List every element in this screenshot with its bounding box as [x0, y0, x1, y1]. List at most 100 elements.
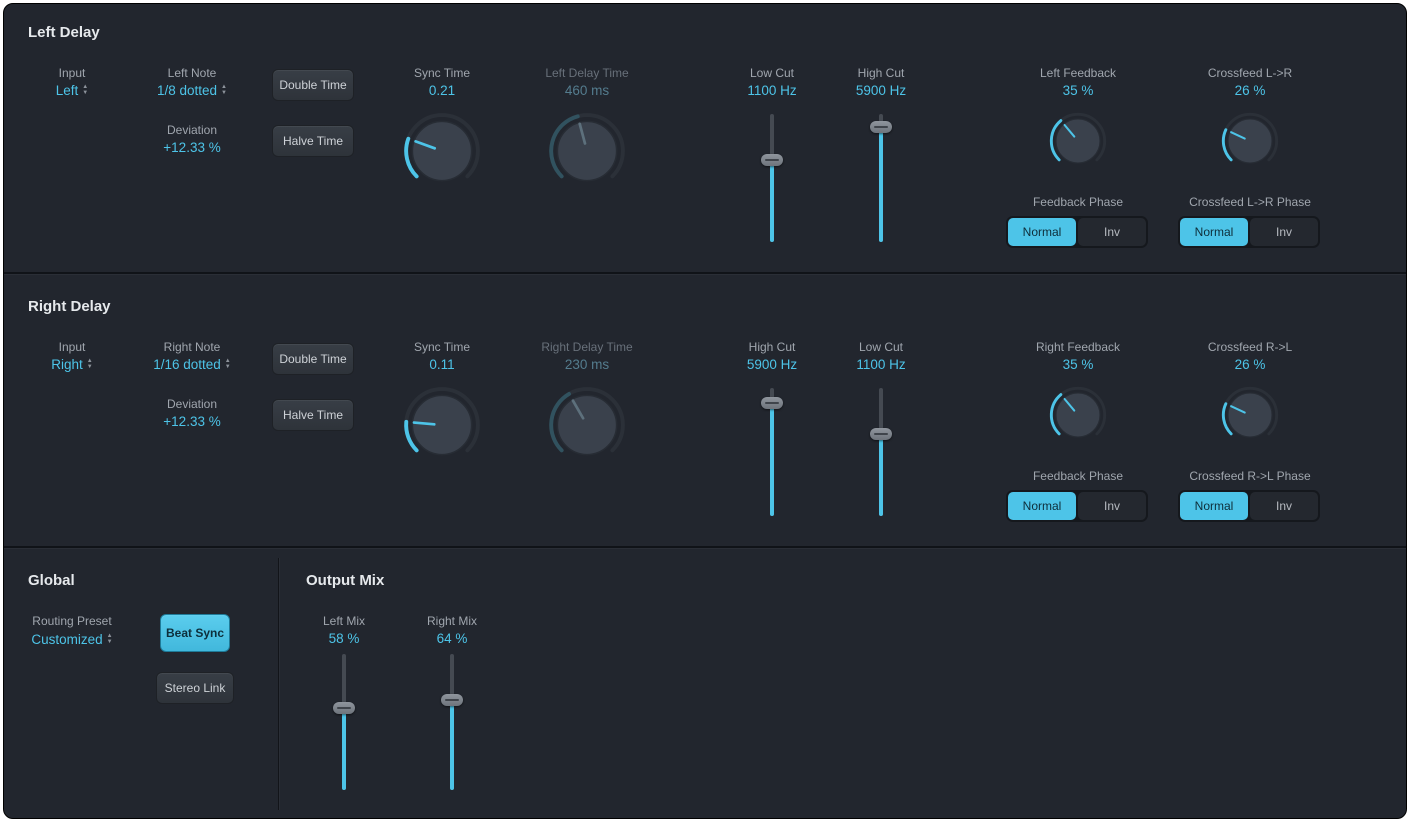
left-sync-time-knob[interactable]	[403, 112, 481, 190]
section-divider	[4, 272, 1406, 274]
left-feedback-knob[interactable]	[1049, 112, 1107, 170]
stepper-icon: ▲ ▼	[221, 84, 228, 96]
right-delay-time-knob[interactable]	[548, 386, 626, 464]
right-deviation-label: Deviation	[166, 397, 218, 411]
left-crossfeed-phase-inv-button[interactable]: Inv	[1250, 218, 1318, 246]
right-input-label: Input	[58, 340, 86, 354]
left-feedback-phase-inv-button[interactable]: Inv	[1078, 218, 1146, 246]
right-feedback-phase-label: Feedback Phase	[1032, 469, 1124, 483]
left-sync-time-value[interactable]: 0.21	[428, 83, 456, 98]
left-note-select[interactable]: 1/8 dotted ▲ ▼	[157, 83, 227, 98]
routing-preset-value: Customized	[31, 632, 103, 647]
left-input-value: Left	[55, 83, 79, 98]
left-delay-title: Left Delay	[28, 24, 100, 41]
right-double-time-button[interactable]: Double Time	[272, 343, 354, 375]
beat-sync-button[interactable]: Beat Sync	[160, 614, 230, 652]
section-divider	[4, 546, 1406, 548]
left-deviation-value[interactable]: +12.33 %	[163, 140, 221, 155]
slider-handle[interactable]	[441, 694, 463, 707]
right-input-value: Right	[51, 357, 83, 372]
routing-preset-select[interactable]: Customized ▲ ▼	[31, 632, 112, 647]
right-crossfeed-phase-label: Crossfeed R->L Phase	[1189, 469, 1311, 483]
right-crossfeed-phase-inv-button[interactable]: Inv	[1250, 492, 1318, 520]
routing-preset-label: Routing Preset	[32, 614, 112, 628]
right-feedback-value[interactable]: 35 %	[1062, 357, 1094, 372]
slider-handle[interactable]	[870, 120, 892, 133]
stepper-icon: ▲ ▼	[86, 358, 93, 370]
left-low-cut-label: Low Cut	[749, 66, 795, 80]
left-low-cut-value[interactable]: 1100 Hz	[747, 83, 797, 98]
right-feedback-phase-normal-button[interactable]: Normal	[1008, 492, 1076, 520]
right-feedback-knob[interactable]	[1049, 386, 1107, 444]
right-crossfeed-phase-normal-button[interactable]: Normal	[1180, 492, 1248, 520]
left-mix-label: Left Mix	[322, 614, 366, 628]
right-feedback-phase-inv-button[interactable]: Inv	[1078, 492, 1146, 520]
slider-handle[interactable]	[870, 428, 892, 441]
left-delay-time-label: Left Delay Time	[545, 66, 629, 80]
right-delay-time-label: Right Delay Time	[541, 340, 633, 354]
right-halve-time-button[interactable]: Halve Time	[272, 399, 354, 431]
right-deviation-value[interactable]: +12.33 %	[163, 414, 221, 429]
left-crossfeed-label: Crossfeed L->R	[1207, 66, 1293, 80]
left-delay-time-knob[interactable]	[548, 112, 626, 190]
right-feedback-phase-switch: Normal Inv	[1006, 490, 1148, 522]
right-crossfeed-knob[interactable]	[1221, 386, 1279, 444]
right-high-cut-value[interactable]: 5900 Hz	[746, 357, 798, 372]
right-mix-slider[interactable]	[440, 654, 464, 790]
slider-handle[interactable]	[761, 154, 783, 167]
left-high-cut-slider[interactable]	[869, 114, 893, 242]
right-low-cut-value[interactable]: 1100 Hz	[856, 357, 906, 372]
stepper-icon: ▲ ▼	[106, 633, 113, 645]
left-double-time-button[interactable]: Double Time	[272, 69, 354, 101]
right-sync-time-label: Sync Time	[413, 340, 471, 354]
right-delay-time-value[interactable]: 230 ms	[564, 357, 610, 372]
slider-handle[interactable]	[333, 702, 355, 715]
right-note-select[interactable]: 1/16 dotted ▲ ▼	[153, 357, 231, 372]
left-crossfeed-knob[interactable]	[1221, 112, 1279, 170]
left-crossfeed-phase-switch: Normal Inv	[1178, 216, 1320, 248]
left-note-value: 1/8 dotted	[156, 83, 218, 98]
right-sync-time-knob[interactable]	[403, 386, 481, 464]
global-output-divider	[278, 558, 279, 810]
global-title: Global	[28, 572, 75, 589]
right-input-select[interactable]: Right ▲ ▼	[51, 357, 92, 372]
right-high-cut-label: High Cut	[748, 340, 796, 354]
slider-fill	[770, 160, 774, 242]
right-sync-time-value[interactable]: 0.11	[429, 357, 455, 372]
left-crossfeed-value[interactable]: 26 %	[1234, 83, 1266, 98]
left-feedback-label: Left Feedback	[1039, 66, 1117, 80]
right-high-cut-slider[interactable]	[760, 388, 784, 516]
left-halve-time-button[interactable]: Halve Time	[272, 125, 354, 157]
right-crossfeed-value[interactable]: 26 %	[1234, 357, 1266, 372]
stereo-delay-plugin-window: Left Delay Input Left ▲ ▼ Left Note 1/8 d…	[3, 3, 1407, 819]
left-mix-slider[interactable]	[332, 654, 356, 790]
right-mix-label: Right Mix	[426, 614, 478, 628]
stereo-link-button[interactable]: Stereo Link	[156, 672, 234, 704]
slider-fill	[450, 700, 454, 790]
left-low-cut-slider[interactable]	[760, 114, 784, 242]
right-note-value: 1/16 dotted	[153, 357, 221, 372]
left-crossfeed-phase-label: Crossfeed L->R Phase	[1189, 195, 1311, 209]
right-mix-value[interactable]: 64 %	[436, 631, 468, 646]
left-feedback-phase-normal-button[interactable]: Normal	[1008, 218, 1076, 246]
right-low-cut-slider[interactable]	[869, 388, 893, 516]
right-note-label: Right Note	[163, 340, 221, 354]
left-input-select[interactable]: Left ▲ ▼	[56, 83, 88, 98]
left-feedback-phase-switch: Normal Inv	[1006, 216, 1148, 248]
slider-fill	[770, 403, 774, 516]
right-crossfeed-phase-switch: Normal Inv	[1178, 490, 1320, 522]
slider-fill	[879, 434, 883, 516]
left-mix-value[interactable]: 58 %	[328, 631, 360, 646]
left-high-cut-value[interactable]: 5900 Hz	[855, 83, 907, 98]
slider-handle[interactable]	[761, 397, 783, 410]
left-feedback-phase-label: Feedback Phase	[1032, 195, 1124, 209]
left-feedback-value[interactable]: 35 %	[1062, 83, 1094, 98]
right-delay-title: Right Delay	[28, 298, 111, 315]
left-input-label: Input	[58, 66, 86, 80]
left-high-cut-label: High Cut	[857, 66, 905, 80]
stepper-icon: ▲ ▼	[224, 358, 231, 370]
output-mix-title: Output Mix	[306, 572, 385, 589]
left-crossfeed-phase-normal-button[interactable]: Normal	[1180, 218, 1248, 246]
left-delay-time-value[interactable]: 460 ms	[564, 83, 610, 98]
